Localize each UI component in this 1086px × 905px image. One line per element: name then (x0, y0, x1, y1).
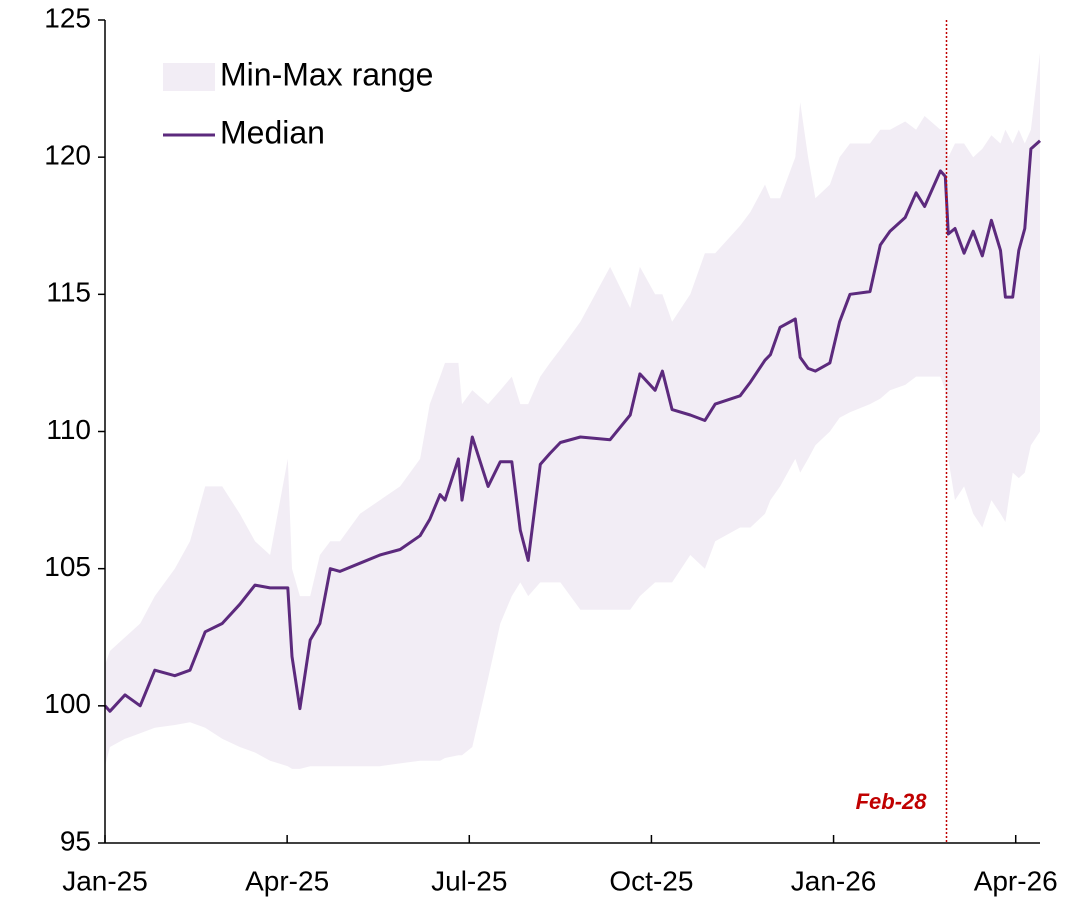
x-tick-label: Apr-25 (245, 865, 329, 896)
x-tick-label: Apr-26 (974, 865, 1058, 896)
y-tick-label: 100 (44, 688, 91, 719)
y-tick-label: 120 (44, 140, 91, 171)
range-band (105, 52, 1040, 769)
y-tick-label: 105 (44, 551, 91, 582)
y-tick-label: 115 (46, 277, 91, 308)
legend-swatch (163, 63, 215, 91)
median-line (103, 139, 1042, 713)
x-tick-label: Oct-25 (609, 865, 693, 896)
event-label: Feb-28 (856, 789, 928, 814)
y-tick-label: 110 (46, 414, 91, 445)
y-tick-label: 95 (60, 825, 91, 856)
x-tick-label: Jul-25 (431, 865, 507, 896)
legend-label: Median (220, 114, 325, 150)
legend: Min-Max range Median (163, 56, 433, 150)
legend-label: Min-Max range (220, 56, 433, 92)
x-tick-label: Jan-25 (62, 865, 148, 896)
y-tick-label: 125 (44, 2, 91, 33)
x-tick-label: Jan-26 (791, 865, 877, 896)
